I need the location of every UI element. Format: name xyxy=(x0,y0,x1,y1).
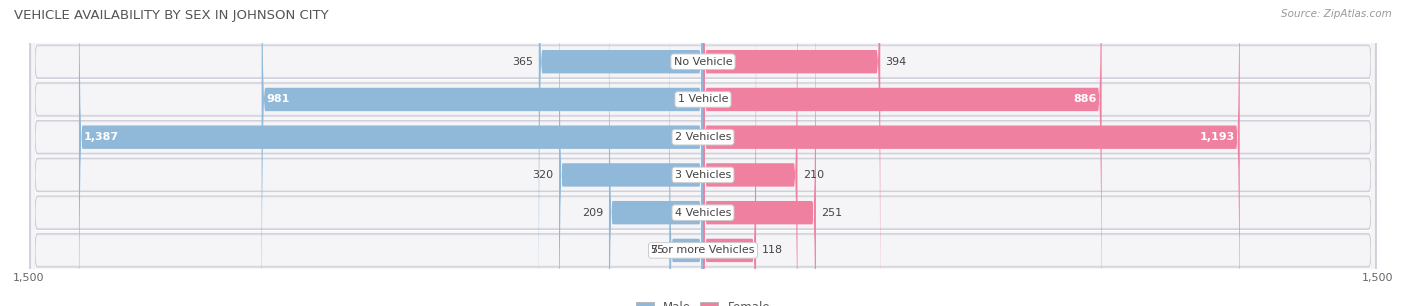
FancyBboxPatch shape xyxy=(32,0,1374,306)
FancyBboxPatch shape xyxy=(31,0,1375,306)
Text: 209: 209 xyxy=(582,208,603,218)
Text: 886: 886 xyxy=(1074,95,1097,104)
Text: 365: 365 xyxy=(512,57,533,67)
FancyBboxPatch shape xyxy=(703,0,797,306)
FancyBboxPatch shape xyxy=(703,0,1240,306)
FancyBboxPatch shape xyxy=(32,0,1374,306)
FancyBboxPatch shape xyxy=(31,0,1375,306)
Text: 5 or more Vehicles: 5 or more Vehicles xyxy=(651,245,755,256)
Text: 981: 981 xyxy=(266,95,290,104)
Text: 1,193: 1,193 xyxy=(1199,132,1236,142)
FancyBboxPatch shape xyxy=(560,0,703,306)
Text: Source: ZipAtlas.com: Source: ZipAtlas.com xyxy=(1281,9,1392,19)
FancyBboxPatch shape xyxy=(538,0,703,306)
Text: 320: 320 xyxy=(533,170,554,180)
Text: 210: 210 xyxy=(803,170,824,180)
Text: 75: 75 xyxy=(650,245,664,256)
FancyBboxPatch shape xyxy=(79,0,703,306)
FancyBboxPatch shape xyxy=(609,0,703,306)
FancyBboxPatch shape xyxy=(31,0,1375,306)
Text: 3 Vehicles: 3 Vehicles xyxy=(675,170,731,180)
FancyBboxPatch shape xyxy=(32,0,1374,306)
FancyBboxPatch shape xyxy=(703,0,815,306)
FancyBboxPatch shape xyxy=(31,0,1375,306)
FancyBboxPatch shape xyxy=(32,0,1374,306)
Text: 118: 118 xyxy=(762,245,783,256)
FancyBboxPatch shape xyxy=(262,0,703,306)
FancyBboxPatch shape xyxy=(703,0,1102,306)
FancyBboxPatch shape xyxy=(32,0,1374,306)
FancyBboxPatch shape xyxy=(32,0,1374,306)
Legend: Male, Female: Male, Female xyxy=(631,297,775,306)
Text: VEHICLE AVAILABILITY BY SEX IN JOHNSON CITY: VEHICLE AVAILABILITY BY SEX IN JOHNSON C… xyxy=(14,9,329,22)
Text: No Vehicle: No Vehicle xyxy=(673,57,733,67)
FancyBboxPatch shape xyxy=(703,0,756,306)
Text: 394: 394 xyxy=(886,57,907,67)
Text: 1,387: 1,387 xyxy=(83,132,118,142)
FancyBboxPatch shape xyxy=(669,0,703,306)
Text: 251: 251 xyxy=(821,208,842,218)
Text: 4 Vehicles: 4 Vehicles xyxy=(675,208,731,218)
FancyBboxPatch shape xyxy=(31,0,1375,306)
FancyBboxPatch shape xyxy=(31,0,1375,306)
Text: 1 Vehicle: 1 Vehicle xyxy=(678,95,728,104)
Text: 2 Vehicles: 2 Vehicles xyxy=(675,132,731,142)
FancyBboxPatch shape xyxy=(703,0,880,306)
